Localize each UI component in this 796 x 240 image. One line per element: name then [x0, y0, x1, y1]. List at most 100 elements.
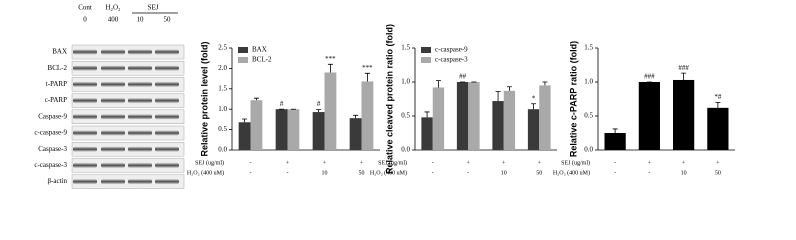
blot-band [155, 49, 179, 55]
blot-band [155, 179, 179, 185]
significance-label: * [532, 94, 536, 102]
y-tick-label: 0.0 [401, 146, 410, 154]
blot-band [155, 65, 179, 71]
bar [492, 101, 504, 150]
bar [673, 79, 695, 150]
legend-swatch [238, 47, 248, 53]
blot-band [101, 130, 125, 136]
blot-band [128, 98, 152, 104]
blot-band [73, 130, 97, 136]
y-axis-label: Relative c-PARP ratio (fold) [568, 41, 578, 157]
blot-band [101, 98, 125, 104]
condition-value: - [614, 170, 616, 176]
bar [238, 122, 251, 150]
bar [604, 133, 626, 150]
blot-band [128, 162, 152, 168]
condition-value: 50 [715, 170, 721, 176]
blot-dose-label: 400 [108, 16, 119, 24]
condition-value: 10 [681, 170, 687, 176]
blot-band [101, 65, 125, 71]
blot-band [101, 162, 125, 168]
condition-value: - [432, 170, 434, 176]
bar [349, 118, 362, 150]
condition-label: SEJ (ug/ml) [195, 159, 224, 166]
blot-band [73, 65, 97, 71]
y-tick-label: 1.0 [401, 78, 410, 86]
y-tick-label: 0.5 [401, 112, 410, 120]
y-tick-label: 0.0 [584, 146, 593, 154]
blot-band [73, 81, 97, 87]
blot-band [73, 146, 97, 152]
condition-value: - [648, 170, 650, 176]
significance-label: ### [678, 64, 689, 72]
y-tick-label: 0.5 [584, 112, 593, 120]
significance-label: *** [325, 55, 336, 63]
blot-dose-label: 50 [164, 16, 172, 24]
blot-row-label: Caspase-3 [38, 145, 67, 153]
blot-band [101, 179, 125, 185]
blot-row-label: t-PARP [46, 80, 67, 88]
bar [324, 72, 337, 150]
condition-value: + [716, 160, 720, 166]
blot-dose-label: 10 [137, 16, 145, 24]
page: Cont H₂O₂ SEJ 0 400 10 50 BAX BCL-2 t-PARP c-PARP C… [34, 3, 735, 189]
significance-label: *# [714, 93, 722, 101]
condition-value: - [467, 170, 469, 176]
bar [361, 81, 374, 150]
legend-label: BAX [252, 46, 267, 54]
condition-value: + [360, 160, 364, 166]
error-bar [242, 118, 248, 123]
condition-value: - [432, 160, 434, 166]
blot-band [101, 81, 125, 87]
legend-label: BCL-2 [252, 56, 272, 64]
blot-band [155, 98, 179, 104]
error-bar [327, 63, 333, 73]
condition-value: + [538, 160, 542, 166]
blot-band [73, 98, 97, 104]
y-tick-label: 0.5 [218, 125, 227, 133]
significance-label: # [280, 100, 284, 108]
figure: Cont H₂O₂ SEJ 0 400 10 50 BAX BCL-2 t-PARP c-PARP C… [34, 4, 735, 189]
legend-swatch [421, 57, 431, 63]
blot-group-label: SEJ [148, 4, 159, 12]
bar [707, 107, 729, 150]
y-axis-label: Relative cleaved protein ratio (fold) [384, 24, 394, 174]
blot-row-label: BCL-2 [48, 64, 68, 72]
error-bar [681, 72, 687, 80]
blot-band [155, 146, 179, 152]
blot-band [101, 49, 125, 55]
error-bar [353, 114, 359, 119]
condition-value: 10 [322, 170, 328, 176]
blot-row-label: c-caspase-3 [34, 161, 67, 169]
condition-value: + [467, 160, 471, 166]
bar [421, 117, 433, 150]
condition-label: H₂O₂ (400 uM) [370, 169, 407, 176]
y-axis-label: Relative protein level (fold) [199, 41, 209, 156]
blot-group-label: H₂O₂ [106, 4, 122, 12]
y-tick-label: 1.5 [584, 44, 593, 52]
condition-value: + [682, 160, 686, 166]
legend-swatch [421, 47, 431, 53]
blot-band [155, 130, 179, 136]
significance-label: ### [644, 73, 655, 81]
significance-label: # [317, 100, 321, 108]
error-bar [531, 103, 537, 110]
error-bar [612, 128, 618, 133]
blot-row-label: c-caspase-9 [34, 129, 67, 137]
bar [287, 109, 300, 150]
blot-band [128, 65, 152, 71]
bar [503, 90, 516, 150]
blot-band [128, 49, 152, 55]
blot-band [73, 179, 97, 185]
blot-band [155, 114, 179, 120]
condition-value: + [323, 160, 327, 166]
blot-band [155, 162, 179, 168]
bar [638, 82, 660, 150]
bar [432, 87, 445, 150]
blot-band [101, 146, 125, 152]
legend-swatch [238, 57, 248, 63]
condition-label: SEJ (ug/ml) [561, 159, 590, 166]
bar [527, 109, 540, 150]
blot-band [155, 81, 179, 87]
error-bar [316, 109, 322, 113]
